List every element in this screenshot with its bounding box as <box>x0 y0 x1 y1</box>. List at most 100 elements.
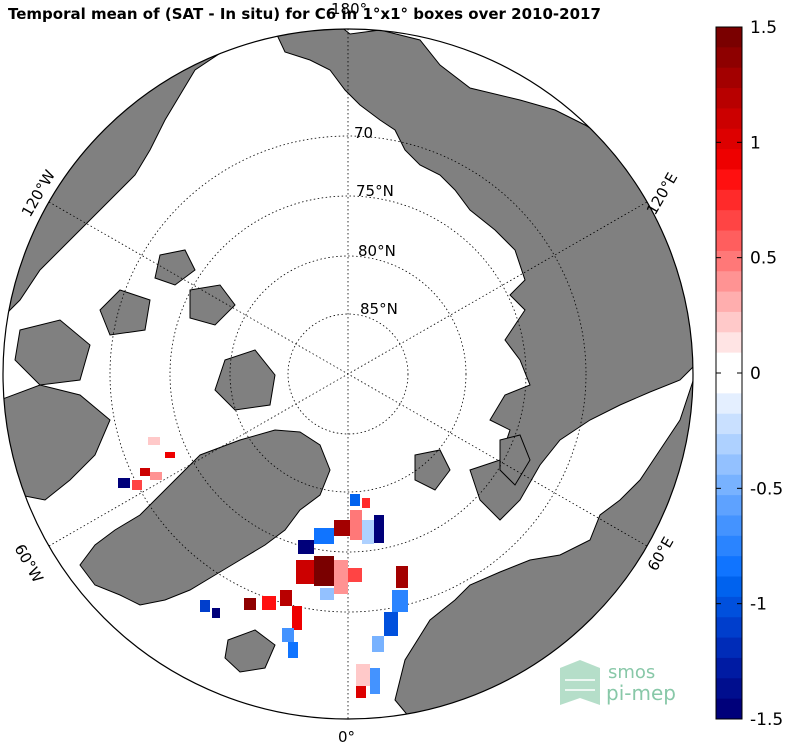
data-cell <box>262 596 276 610</box>
colorbar-swatch <box>716 88 742 109</box>
data-cell <box>356 664 370 686</box>
colorbar-swatch <box>716 311 742 333</box>
lon-label-0: 0° <box>338 728 355 746</box>
meridian-120 <box>48 201 648 547</box>
colorbar-swatch <box>716 454 742 476</box>
colorbar-swatch <box>716 596 742 618</box>
data-cell <box>314 556 334 586</box>
colorbar-tick-label: 0 <box>750 364 761 384</box>
lat-label-70: 70 <box>354 124 373 142</box>
colorbar-swatch <box>716 617 742 639</box>
colorbar-swatch <box>716 169 742 191</box>
colorbar-swatch <box>716 515 742 537</box>
data-cell <box>356 686 366 698</box>
data-cell <box>288 642 298 658</box>
parallel-80 <box>229 255 467 493</box>
colorbar-swatch <box>716 556 742 578</box>
lon-label-60w: 60°W <box>11 541 47 586</box>
data-cell <box>362 520 374 544</box>
land-archipelago-4 <box>214 349 276 411</box>
data-cell <box>334 560 348 594</box>
land-greenland <box>79 429 331 606</box>
parallel-85 <box>287 313 409 435</box>
data-cell <box>348 568 362 582</box>
colorbar-swatch <box>716 189 742 211</box>
lat-label-75: 75°N <box>356 182 394 200</box>
logo-text-pi-mep: pi-mep <box>606 681 676 705</box>
data-cell <box>334 520 350 536</box>
data-cell <box>292 606 302 630</box>
colorbar-swatch <box>716 657 742 679</box>
land-novaya-zemlya <box>499 434 531 486</box>
lat-label-80: 80°N <box>358 242 396 260</box>
data-cell <box>392 590 408 612</box>
data-cells <box>118 437 408 698</box>
colorbar-swatch <box>716 434 742 455</box>
colorbar-swatch <box>716 678 742 700</box>
data-cell <box>384 612 398 636</box>
data-cell <box>350 510 362 540</box>
parallel-75 <box>169 195 527 553</box>
colorbar-swatch <box>716 413 742 435</box>
colorbar-swatches <box>716 27 742 720</box>
data-cell <box>298 540 314 554</box>
colorbar-tick-label: 1.5 <box>750 18 777 38</box>
colorbar-swatch <box>716 332 742 354</box>
colorbar-swatch <box>716 474 742 496</box>
land-archipelago-5 <box>14 319 91 386</box>
land-archipelago-2 <box>189 284 236 326</box>
data-cell <box>362 498 370 508</box>
colorbar-swatch <box>716 47 742 69</box>
data-cell <box>396 566 408 588</box>
data-cell <box>282 628 294 642</box>
land-archipelago-3 <box>99 289 151 336</box>
colorbar-swatch <box>716 698 742 720</box>
data-cell <box>320 588 334 600</box>
colorbar-swatch <box>716 495 742 516</box>
colorbar-swatch <box>716 210 742 232</box>
logo-wave-icon <box>560 660 600 705</box>
colorbar-swatch <box>716 230 742 252</box>
data-cell <box>296 560 314 584</box>
colorbar-swatch <box>716 291 742 313</box>
parallel-70 <box>109 135 587 613</box>
data-cell <box>148 437 160 445</box>
data-cell <box>244 598 256 610</box>
colorbar-tick-label: 1 <box>750 133 761 153</box>
colorbar-swatch <box>716 373 742 394</box>
colorbar-ticks: 1.5 1 0.5 0 -0.5 -1 -1.5 <box>716 18 783 730</box>
colorbar-swatch <box>716 27 742 48</box>
data-cell <box>200 600 210 612</box>
colorbar-swatch <box>716 271 742 293</box>
colorbar-tick-label: 0.5 <box>750 249 777 269</box>
data-cell <box>372 636 384 652</box>
colorbar-swatch <box>716 393 742 415</box>
data-cell <box>140 468 150 476</box>
colorbar-tick-label: -0.5 <box>750 479 783 499</box>
smos-pi-mep-logo: smos pi-mep <box>560 660 676 705</box>
data-cell <box>374 515 384 543</box>
data-cell <box>132 480 142 490</box>
colorbar-swatch <box>716 250 742 272</box>
colorbar-tick-label: -1.5 <box>750 710 783 730</box>
figure-title: Temporal mean of (SAT - In situ) for C6 … <box>8 5 601 23</box>
colorbar-swatch <box>716 67 742 89</box>
map-boundary <box>2 28 694 720</box>
land-iceland <box>224 629 276 673</box>
colorbar-tick-label: -1 <box>750 595 767 615</box>
data-cell <box>314 528 334 544</box>
graticule <box>48 29 648 719</box>
data-cell <box>118 478 130 488</box>
lon-label-180: 180° <box>331 0 367 18</box>
logo-text-smos: smos <box>608 662 655 683</box>
data-cell <box>165 452 175 458</box>
land-archipelago-1 <box>154 249 196 286</box>
colorbar-swatch <box>716 576 742 598</box>
colorbar: 1.5 1 0.5 0 -0.5 -1 -1.5 <box>715 18 783 730</box>
polar-map: 70 75°N 80°N 85°N 180° 0° 120°W 120°E 60… <box>2 0 694 746</box>
colorbar-swatch <box>716 535 742 557</box>
colorbar-swatch <box>716 108 742 130</box>
lon-label-120e: 120°E <box>643 170 681 218</box>
data-cell <box>212 608 220 618</box>
